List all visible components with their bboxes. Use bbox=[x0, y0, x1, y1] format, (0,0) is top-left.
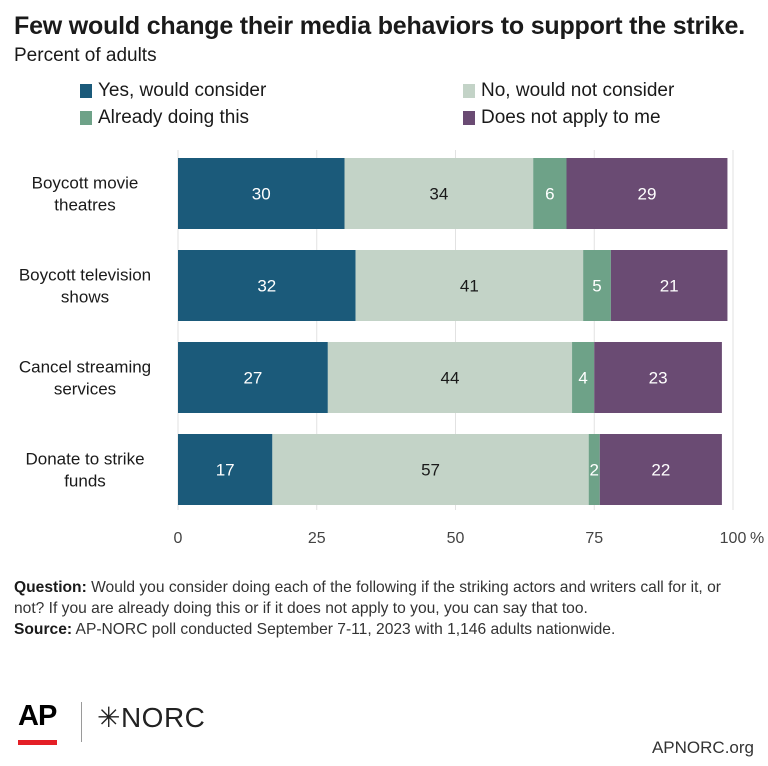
source-text: AP-NORC poll conducted September 7-11, 2… bbox=[75, 621, 616, 638]
bar-segment-3-0 bbox=[178, 434, 273, 505]
source-label: Source: bbox=[14, 621, 73, 638]
category-label-0-1: theatres bbox=[54, 196, 115, 215]
category-label-3-0: Donate to strike bbox=[25, 450, 144, 469]
legend-swatch-no bbox=[463, 84, 475, 98]
site-url: APNORC.org bbox=[651, 738, 754, 757]
question-label: Question: bbox=[14, 579, 87, 596]
bar-segment-0-3 bbox=[566, 158, 728, 229]
bar-segment-3-2 bbox=[588, 434, 600, 505]
bar-segment-1-3 bbox=[610, 250, 728, 321]
data-label-3-0: 17 bbox=[216, 461, 235, 480]
x-tick-label-2: 50 bbox=[447, 530, 465, 547]
legend-swatch-already bbox=[80, 111, 92, 125]
bar-segment-3-1 bbox=[272, 434, 589, 505]
bar-segment-2-2 bbox=[572, 342, 595, 413]
data-label-3-2: 2 bbox=[590, 461, 599, 480]
data-label-2-3: 23 bbox=[649, 369, 668, 388]
data-label-2-2: 4 bbox=[578, 369, 587, 388]
bar-segment-0-0 bbox=[178, 158, 345, 229]
legend-swatch-not-apply bbox=[463, 111, 475, 125]
legend-item-no: No, would not consider bbox=[463, 80, 674, 102]
category-label-1-1: shows bbox=[61, 288, 109, 307]
x-tick-label-0: 0 bbox=[174, 530, 183, 547]
data-label-1-2: 5 bbox=[592, 277, 601, 296]
bar-segment-2-1 bbox=[327, 342, 573, 413]
x-tick-label-3: 75 bbox=[585, 530, 603, 547]
legend-item-yes: Yes, would consider bbox=[80, 80, 266, 102]
category-label-2-0: Cancel streaming bbox=[19, 358, 151, 377]
data-label-0-3: 29 bbox=[638, 185, 657, 204]
bar-segment-0-1 bbox=[344, 158, 534, 229]
data-label-3-1: 57 bbox=[421, 461, 440, 480]
stacked-bar-chart: 30 34 6 29 Boycott movie theatres 32 41 5 21 Boyco… bbox=[19, 150, 764, 547]
data-label-3-3: 22 bbox=[651, 461, 670, 480]
bar-segment-1-2 bbox=[583, 250, 611, 321]
chart-title: Few would change their media behaviors t… bbox=[14, 12, 745, 40]
legend-item-already: Already doing this bbox=[80, 107, 249, 129]
data-label-1-0: 32 bbox=[257, 277, 276, 296]
legend-label-already: Already doing this bbox=[98, 107, 250, 128]
bar-segment-1-1 bbox=[355, 250, 584, 321]
bar-segment-3-3 bbox=[599, 434, 722, 505]
ap-logo-underline bbox=[18, 740, 57, 745]
data-label-0-1: 34 bbox=[429, 185, 448, 204]
data-label-2-1: 44 bbox=[440, 369, 459, 388]
x-tick-label-4: 100 bbox=[720, 530, 747, 547]
data-label-1-3: 21 bbox=[660, 277, 679, 296]
legend-item-not-apply: Does not apply to me bbox=[463, 107, 661, 129]
legend-label-not-apply: Does not apply to me bbox=[481, 107, 661, 128]
x-axis-unit: % bbox=[750, 530, 764, 547]
legend-swatch-yes bbox=[80, 84, 92, 98]
x-tick-label-1: 25 bbox=[308, 530, 326, 547]
data-label-0-0: 30 bbox=[252, 185, 271, 204]
ap-logo: AP bbox=[18, 700, 57, 732]
logo-divider bbox=[81, 702, 82, 742]
question-note: Question: Would you consider doing each … bbox=[14, 577, 754, 619]
norc-logo: ✳NORC bbox=[97, 702, 206, 733]
question-text: Would you consider doing each of the fol… bbox=[14, 579, 721, 617]
category-label-0-0: Boycott movie bbox=[32, 174, 139, 193]
category-label-2-1: services bbox=[54, 380, 116, 399]
bar-segment-0-2 bbox=[533, 158, 567, 229]
data-label-0-2: 6 bbox=[545, 185, 554, 204]
chart-footer: Question: Would you consider doing each … bbox=[14, 577, 754, 640]
category-label-3-1: funds bbox=[64, 472, 106, 491]
bar-segment-2-3 bbox=[594, 342, 722, 413]
bar-segment-1-0 bbox=[178, 250, 356, 321]
category-label-1-0: Boycott television bbox=[19, 266, 151, 285]
source-note: Source: AP-NORC poll conducted September… bbox=[14, 619, 754, 640]
bar-segment-2-0 bbox=[178, 342, 328, 413]
data-label-1-1: 41 bbox=[460, 277, 479, 296]
chart-subtitle: Percent of adults bbox=[14, 45, 157, 66]
legend-label-yes: Yes, would consider bbox=[98, 80, 267, 101]
data-label-2-0: 27 bbox=[243, 369, 262, 388]
legend-label-no: No, would not consider bbox=[481, 80, 675, 101]
